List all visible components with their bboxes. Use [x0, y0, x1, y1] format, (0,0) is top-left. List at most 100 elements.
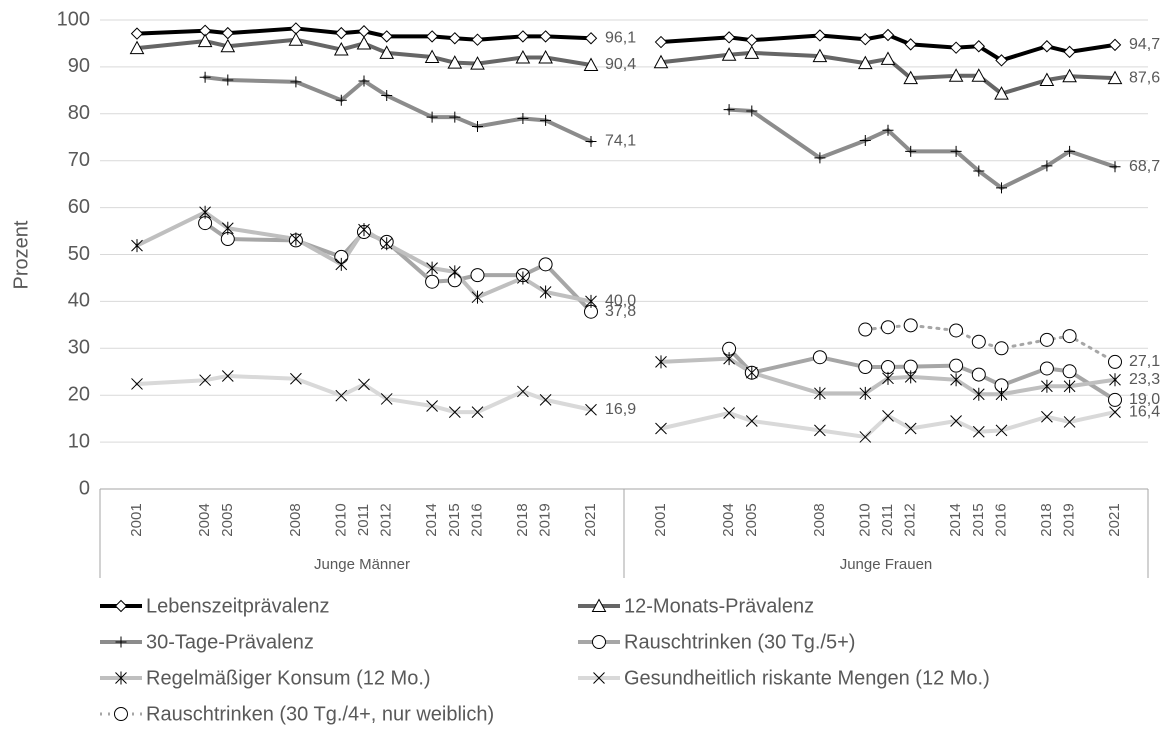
- marker: [1062, 364, 1077, 379]
- marker: [199, 374, 211, 387]
- legend-marker: [113, 707, 129, 721]
- series-line: [727, 107, 1117, 190]
- y-tick-label: 90: [68, 55, 90, 77]
- marker: [517, 271, 529, 285]
- value-label: 74,1: [605, 133, 636, 150]
- marker: [517, 385, 529, 398]
- marker: [723, 407, 735, 419]
- marker: [1107, 70, 1123, 85]
- group-label: Junge Frauen: [840, 556, 933, 573]
- x-tick-label: 2010: [332, 503, 349, 536]
- marker: [539, 30, 552, 43]
- legend-label: Gesundheitlich riskante Mengen (12 Mo.): [624, 667, 990, 689]
- marker: [424, 49, 440, 64]
- marker: [583, 304, 599, 319]
- y-tick-label: 60: [68, 196, 90, 218]
- x-tick-label: 2016: [468, 503, 485, 536]
- marker: [858, 322, 873, 337]
- marker: [335, 257, 348, 271]
- marker: [994, 86, 1009, 100]
- marker: [380, 30, 393, 43]
- marker: [471, 33, 484, 46]
- value-label: 37,8: [605, 303, 636, 320]
- marker: [1064, 145, 1076, 157]
- marker: [1109, 161, 1121, 173]
- marker: [448, 265, 461, 279]
- y-tick-label: 30: [68, 337, 90, 359]
- x-tick-label: 2018: [514, 503, 531, 536]
- marker: [1063, 379, 1076, 393]
- marker: [380, 237, 393, 251]
- marker: [130, 27, 144, 40]
- marker: [950, 415, 962, 427]
- x-tick-label: 2018: [1038, 503, 1055, 536]
- marker: [882, 371, 894, 385]
- x-tick-label: 2015: [446, 503, 463, 536]
- marker: [1107, 392, 1123, 407]
- marker: [471, 290, 484, 304]
- marker: [1039, 332, 1054, 347]
- x-tick-label: 2011: [879, 504, 896, 536]
- marker: [880, 51, 896, 65]
- marker: [425, 274, 440, 289]
- marker: [449, 111, 461, 123]
- marker: [746, 105, 758, 117]
- marker: [358, 378, 370, 391]
- legend-label: Rauschtrinken (30 Tg./5+): [624, 631, 855, 653]
- x-tick-label: 2019: [537, 503, 554, 536]
- marker: [198, 216, 213, 231]
- x-tick-label: 2019: [1061, 503, 1078, 536]
- marker: [290, 232, 302, 246]
- marker: [971, 367, 986, 382]
- x-tick-label: 2021: [582, 503, 599, 536]
- marker: [1039, 72, 1055, 87]
- marker: [745, 33, 759, 47]
- marker: [858, 360, 873, 375]
- marker: [290, 76, 302, 88]
- marker: [358, 223, 370, 237]
- marker: [290, 372, 302, 385]
- value-label: 16,4: [1129, 403, 1160, 420]
- marker: [358, 75, 370, 87]
- marker: [949, 41, 963, 54]
- marker: [1039, 361, 1054, 376]
- marker: [859, 33, 872, 46]
- marker: [814, 152, 826, 164]
- x-tick-label: 2005: [743, 503, 760, 536]
- marker: [448, 406, 461, 418]
- x-tick-label: 2001: [652, 503, 669, 536]
- marker: [722, 31, 736, 44]
- marker: [1107, 354, 1123, 369]
- marker: [812, 48, 828, 63]
- marker: [471, 406, 484, 418]
- marker: [972, 40, 986, 53]
- marker: [814, 424, 826, 437]
- marker: [1063, 416, 1076, 428]
- legend-marker: [115, 671, 127, 685]
- legend-label: Rauschtrinken (30 Tg./4+, nur weiblich): [146, 703, 494, 725]
- marker: [1063, 45, 1076, 59]
- x-tick-label: 2008: [287, 503, 304, 536]
- x-tick-label: 2004: [196, 503, 213, 536]
- marker: [904, 38, 917, 51]
- marker: [199, 205, 211, 219]
- marker: [859, 135, 871, 147]
- legend-marker: [591, 635, 607, 649]
- marker: [1041, 410, 1053, 423]
- marker: [857, 55, 873, 70]
- marker: [381, 90, 393, 102]
- marker: [585, 135, 597, 147]
- marker: [1109, 373, 1121, 387]
- marker: [538, 257, 553, 272]
- y-tick-label: 0: [79, 477, 90, 499]
- x-tick-label: 2011: [355, 504, 372, 536]
- legend-label: Regelmäßiger Konsum (12 Mo.): [146, 667, 431, 689]
- marker: [723, 352, 735, 366]
- marker: [470, 56, 485, 70]
- marker: [904, 370, 917, 384]
- marker: [585, 294, 597, 308]
- marker: [859, 386, 872, 400]
- legend-marker: [593, 672, 605, 684]
- marker: [882, 124, 894, 136]
